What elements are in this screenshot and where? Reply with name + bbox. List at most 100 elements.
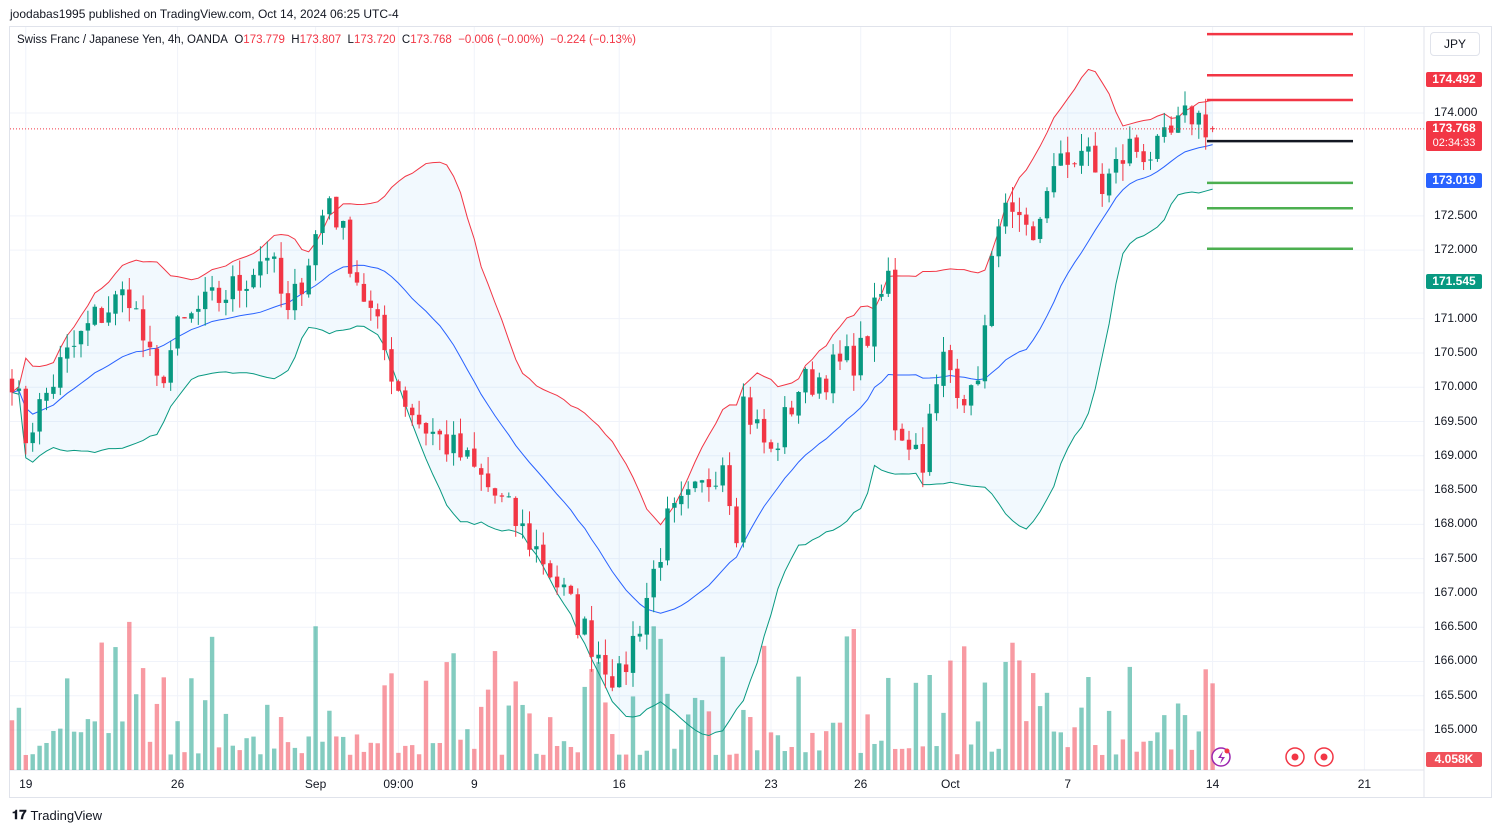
close-label: C <box>401 34 411 46</box>
volume-bar <box>189 678 194 770</box>
volume-bar <box>679 729 684 770</box>
volume-bar <box>968 744 974 770</box>
candle-body <box>962 399 967 406</box>
candle-body <box>430 431 436 434</box>
candle-body <box>106 312 111 323</box>
candle-body <box>30 432 35 444</box>
candle-body <box>479 468 484 475</box>
volume-bar <box>796 676 801 770</box>
y-tick-label: 172.500 <box>1434 207 1478 222</box>
volume-bar <box>299 753 304 770</box>
candle-body <box>927 413 932 473</box>
volume-bar <box>720 656 725 770</box>
candle-body <box>437 430 442 435</box>
volume-bar <box>941 712 946 770</box>
volume-bar <box>506 705 511 770</box>
x-tick-label: 9 <box>470 777 478 791</box>
candle-body <box>1182 105 1188 116</box>
x-tick-label: 23 <box>764 777 778 791</box>
volume-bar <box>465 729 470 770</box>
candle-body <box>968 385 974 406</box>
volume-bar <box>216 747 222 770</box>
volume-bar <box>320 741 325 770</box>
candle-body <box>347 219 353 274</box>
volume-bar <box>672 748 677 770</box>
volume-bar <box>768 732 774 770</box>
candle-body <box>851 345 856 376</box>
candle-body <box>865 336 870 346</box>
candle-body <box>1162 127 1167 137</box>
volume-bar <box>775 735 781 770</box>
candle-body <box>858 337 863 376</box>
volume-bar <box>196 753 201 770</box>
volume-bar <box>85 719 91 770</box>
lightning-glyph-icon <box>1218 751 1225 764</box>
currency-button[interactable]: JPY <box>1430 32 1480 56</box>
candle-body <box>623 664 629 673</box>
volume-bar <box>1079 707 1084 770</box>
volume-bar <box>603 702 608 770</box>
volume-bar <box>265 704 270 770</box>
volume-bar <box>886 677 891 770</box>
volume-bar <box>651 626 656 770</box>
candle-body <box>893 269 898 431</box>
candle-body <box>782 407 787 448</box>
last-price: 173.768 <box>1432 121 1476 135</box>
candle-body <box>982 325 988 382</box>
candle-body <box>65 347 70 359</box>
candle-body <box>548 563 553 578</box>
candle-body <box>92 306 97 325</box>
volume-bar <box>844 636 850 770</box>
volume-bar <box>292 747 298 770</box>
candle-body <box>644 597 649 635</box>
volume-bar <box>30 754 35 770</box>
volume-bar <box>244 738 249 770</box>
candle-body <box>361 283 367 302</box>
candle-body <box>416 414 422 425</box>
y-tick-label: 169.000 <box>1434 447 1478 462</box>
symbol-name[interactable]: Swiss Franc / Japanese Yen, 4h, OANDA <box>17 34 228 46</box>
candle-body <box>603 655 608 675</box>
candle-body <box>147 341 153 348</box>
volume-bar <box>106 733 111 770</box>
candle-body <box>720 465 725 486</box>
candle-body <box>941 351 946 386</box>
candle-body <box>140 309 146 341</box>
volume-bar <box>824 731 829 770</box>
candle-body <box>1113 158 1119 173</box>
countdown: 02:34:33 <box>1432 137 1476 149</box>
volume-bar <box>430 743 436 770</box>
low-label: L <box>347 34 354 46</box>
volume-bar <box>623 754 629 770</box>
volume-bar <box>272 748 277 770</box>
volume-bar <box>16 707 22 770</box>
volume-bar <box>1189 749 1195 770</box>
candle-body <box>44 392 49 401</box>
volume-bar <box>962 646 967 770</box>
candle-body <box>485 473 491 488</box>
y-tick-label: 167.500 <box>1434 550 1478 565</box>
candle-body <box>589 620 594 657</box>
volume-bar <box>520 704 525 770</box>
candle-body <box>58 357 63 388</box>
volume-bar <box>706 711 712 770</box>
candle-body <box>582 618 587 635</box>
change-value: −0.006 (−0.00%) <box>458 34 544 46</box>
volume-bar <box>637 754 643 770</box>
candle-body <box>320 215 325 234</box>
high-label: H <box>291 34 300 46</box>
candle-body <box>389 349 394 382</box>
volume-bar <box>492 651 498 770</box>
tradingview-logo[interactable]: 𝟏𝟕 TradingView <box>12 807 102 823</box>
candle-body <box>1093 145 1098 173</box>
volume-bar <box>989 751 994 770</box>
volume-bar <box>1031 673 1036 770</box>
candle-body <box>134 308 139 310</box>
candle-body <box>879 293 884 297</box>
volume-bar <box>554 745 560 770</box>
candle-body <box>1072 163 1077 165</box>
volume-bar <box>1169 749 1174 770</box>
open-value: 173.779 <box>243 34 285 46</box>
volume-bar <box>996 748 1001 770</box>
